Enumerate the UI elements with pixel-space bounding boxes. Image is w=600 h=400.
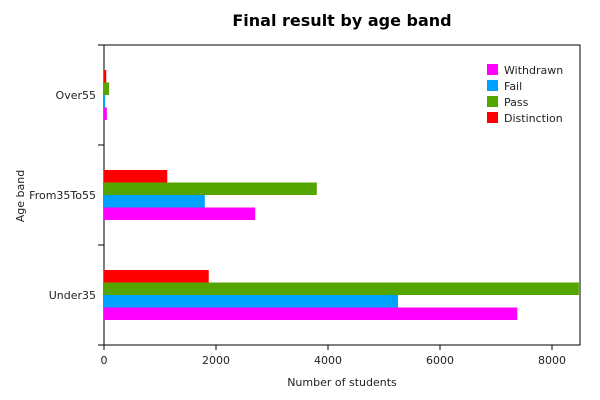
x-tick-label: 2000 [202,354,230,367]
x-axis: 0 2000 4000 6000 8000 [101,345,566,367]
x-axis-title: Number of students [287,376,397,389]
x-tick-label: 6000 [426,354,454,367]
bar-distinction-under35 [104,270,209,283]
legend-swatch-fail [487,80,498,91]
y-axis: Under35 From35To55 Over55 [29,44,104,346]
x-tick-label: 4000 [314,354,342,367]
bar-withdrawn-over55 [104,107,107,120]
y-axis-title: Age band [14,170,27,222]
bar-withdrawn-from35to55 [104,207,256,220]
x-tick-label: 0 [101,354,108,367]
legend-swatch-pass [487,96,498,107]
bar-pass-under35 [104,282,579,295]
y-tick-label: Under35 [49,289,96,302]
y-tick-label: Over55 [56,89,96,102]
bar-fail-from35to55 [104,195,205,208]
bar-pass-over55 [104,82,110,95]
bar-distinction-from35to55 [104,170,168,183]
y-tick-label: From35To55 [29,189,96,202]
legend-label-distinction: Distinction [504,112,563,125]
bar-pass-from35to55 [104,182,317,195]
bar-fail-under35 [104,295,398,308]
bars [104,70,579,320]
legend-swatch-withdrawn [487,64,498,75]
bar-fail-over55 [104,95,106,108]
legend-label-withdrawn: Withdrawn [504,64,563,77]
chart-title: Final result by age band [232,11,451,30]
legend-label-pass: Pass [504,96,529,109]
legend: Withdrawn Fail Pass Distinction [487,64,563,125]
x-tick-label: 8000 [538,354,566,367]
bar-withdrawn-under35 [104,307,518,320]
bar-distinction-over55 [104,70,107,83]
legend-swatch-distinction [487,112,498,123]
legend-label-fail: Fail [504,80,522,93]
